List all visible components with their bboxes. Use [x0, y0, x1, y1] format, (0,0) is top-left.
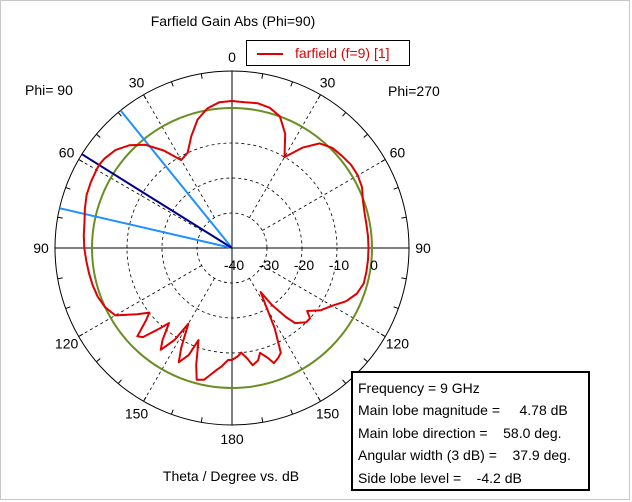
tick-mark: [342, 379, 347, 384]
tick-mark: [363, 358, 368, 363]
grid-spoke: [78, 265, 202, 337]
legend-entry: farfield (f=9) [1]: [295, 45, 390, 61]
tick-mark: [170, 81, 174, 87]
angle-label: 120: [55, 336, 79, 352]
phi-right-label: Phi=270: [388, 83, 440, 99]
tick-mark: [96, 133, 101, 138]
angle-labels: 0 30 60 90 120 150 180 150 120 90 60 30: [33, 49, 431, 447]
info-main-lobe-direction: Main lobe direction = 58.0 deg.: [358, 424, 562, 441]
radial-tick-label: -20: [294, 257, 314, 273]
radial-tick-label: 0: [370, 257, 378, 273]
angle-label: 0: [228, 49, 236, 65]
angle-label: 120: [386, 336, 410, 352]
tick-mark: [261, 73, 264, 79]
angle-label: 90: [33, 240, 49, 256]
grid-spoke: [249, 278, 321, 402]
radial-tick-label: -30: [259, 257, 279, 273]
angle-label: 30: [129, 75, 145, 91]
angle-label: 60: [390, 145, 406, 161]
tick-mark: [65, 306, 71, 310]
tick-mark: [200, 73, 203, 79]
grid-spoke: [143, 278, 215, 402]
pattern-series: [82, 100, 370, 381]
phi-left-label: Phi= 90: [25, 82, 73, 98]
legend-swatch: [257, 53, 283, 55]
radial-tick-label: -10: [329, 257, 349, 273]
main-lobe-line: [81, 153, 233, 249]
tick-mark: [393, 306, 399, 310]
tick-mark: [57, 216, 63, 219]
chart-title: Farfield Gain Abs (Phi=90): [151, 13, 316, 29]
tick-mark: [363, 133, 368, 138]
angle-label: 90: [415, 240, 431, 256]
x-axis-label: Theta / Degree vs. dB: [163, 468, 299, 484]
beamwidth-line: [119, 109, 233, 249]
info-angular-width: Angular width (3 dB) = 37.9 deg.: [358, 447, 571, 464]
angle-label: 60: [59, 145, 75, 161]
tick-mark: [65, 186, 71, 190]
info-frequency: Frequency = 9 GHz: [358, 380, 480, 396]
info-main-lobe-magnitude: Main lobe magnitude = 4.78 dB: [358, 402, 568, 419]
tick-mark: [57, 277, 63, 280]
beamwidth-line: [59, 207, 233, 249]
angle-label: 150: [125, 405, 149, 421]
angle-label: 30: [320, 75, 336, 91]
grid-spoke: [262, 159, 386, 231]
tick-mark: [401, 216, 407, 219]
tick-mark: [401, 277, 407, 280]
radial-tick-label: -40: [224, 257, 244, 273]
info-side-lobe-level: Side lobe level = -4.2 dB: [358, 469, 522, 486]
tick-mark: [342, 112, 347, 117]
antenna-info-box: Frequency = 9 GHz Main lobe magnitude = …: [351, 371, 590, 491]
tick-mark: [117, 112, 122, 117]
tick-mark: [290, 409, 294, 415]
tick-mark: [200, 417, 203, 423]
tick-mark: [393, 186, 399, 190]
pattern-layer: [59, 100, 373, 389]
tick-mark: [261, 417, 264, 423]
tick-mark: [96, 358, 101, 363]
legend: farfield (f=9) [1]: [246, 40, 410, 66]
tick-mark: [290, 81, 294, 87]
angle-label: 180: [220, 431, 244, 447]
tick-mark: [117, 379, 122, 384]
reference-circle: [91, 107, 373, 389]
angle-label: 150: [316, 405, 340, 421]
tick-mark: [170, 409, 174, 415]
grid-spoke: [262, 265, 386, 337]
radial-tick-labels: -40 -30 -20 -10 0: [224, 257, 378, 273]
